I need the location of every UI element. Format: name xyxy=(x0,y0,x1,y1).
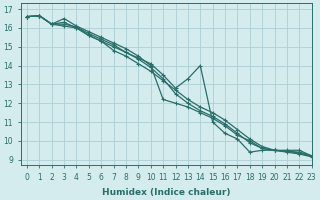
X-axis label: Humidex (Indice chaleur): Humidex (Indice chaleur) xyxy=(102,188,230,197)
